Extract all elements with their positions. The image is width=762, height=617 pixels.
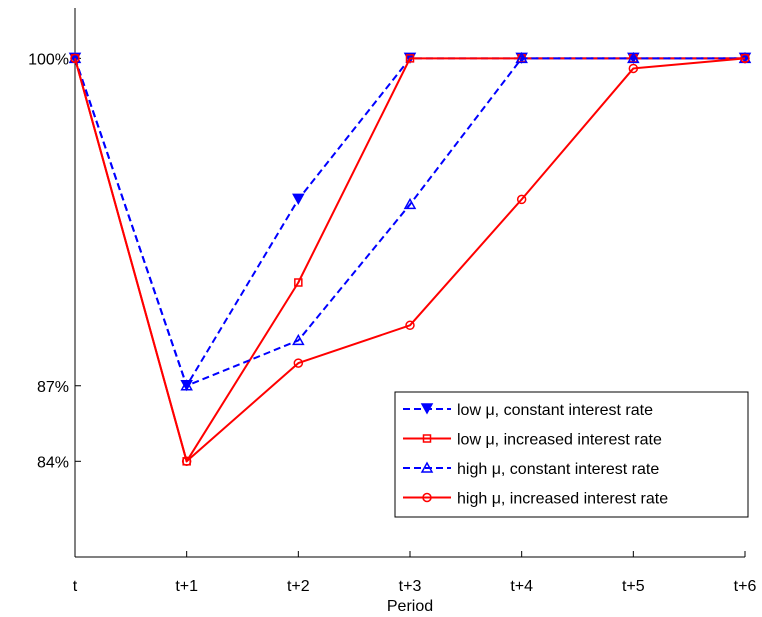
data-point	[293, 358, 304, 368]
legend-item: low μ, constant interest rate	[403, 402, 653, 419]
series-1	[68, 52, 752, 392]
legend-item: high μ, increased interest rate	[403, 491, 668, 508]
legend-label: high μ, constant interest rate	[457, 461, 659, 478]
series-line	[74, 57, 745, 387]
data-point	[181, 456, 192, 467]
data-point	[405, 320, 415, 331]
legend-label: high μ, increased interest rate	[457, 491, 668, 508]
legend-item: high μ, constant interest rate	[403, 461, 659, 478]
y-ticks: 100% 87% 84%	[28, 51, 81, 471]
data-point	[180, 379, 193, 391]
data-point	[515, 51, 528, 64]
legend-box	[394, 391, 749, 518]
series-line	[74, 57, 745, 387]
x-tick-label: t+3	[399, 578, 422, 595]
legend-swatch-marker	[422, 434, 432, 443]
legend-swatch-marker	[420, 461, 434, 473]
x-tick-label: t	[73, 578, 78, 595]
data-point	[403, 197, 417, 210]
data-point	[294, 278, 303, 287]
legend-swatch-marker	[420, 403, 434, 415]
x-tick-label: t+5	[622, 578, 645, 595]
x-axis-title: Period	[387, 598, 433, 615]
legend-label: low μ, constant interest rate	[457, 402, 653, 419]
legend-item: low μ, increased interest rate	[403, 432, 662, 449]
y-tick-label: 84%	[37, 454, 69, 471]
legend-label: low μ, increased interest rate	[457, 432, 662, 449]
x-tick-label: t+2	[287, 578, 310, 595]
legend: low μ, constant interest rate low μ, incr…	[394, 391, 749, 518]
data-point	[405, 54, 415, 63]
y-tick-label: 100%	[28, 51, 69, 68]
data-point	[292, 193, 305, 205]
x-ticks: t t+1 t+2 t+3 t+4 t+5 t+6	[73, 551, 757, 595]
series-4	[70, 53, 750, 467]
legend-items: low μ, constant interest rate low μ, incr…	[403, 402, 668, 508]
data-point	[516, 194, 527, 205]
x-tick-label: t+1	[175, 578, 198, 595]
data-point	[292, 333, 305, 346]
data-point	[627, 51, 640, 64]
series-3	[68, 51, 752, 391]
data-point	[628, 63, 639, 74]
x-tick-label: t+4	[510, 578, 533, 595]
series-line	[74, 57, 746, 463]
legend-swatch-marker	[422, 492, 432, 503]
y-tick-label: 87%	[37, 379, 69, 396]
data-point	[740, 53, 750, 64]
series-layer	[68, 51, 752, 467]
data-point	[70, 53, 80, 64]
x-tick-label: t+6	[734, 578, 757, 595]
